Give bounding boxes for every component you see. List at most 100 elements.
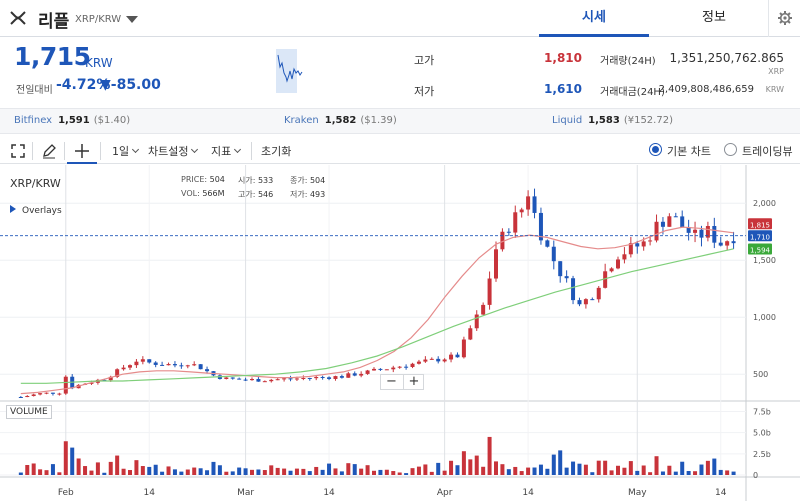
volume-bar (346, 463, 351, 475)
candle-body (449, 354, 454, 360)
volume-bar (590, 472, 595, 475)
price-summary: 1,715 KRW 전일대비 -4.72% ▼-85.00 고가 1,810 저… (0, 37, 800, 103)
price-chart[interactable]: 500 1,000 1,500 2,000 0 2.5b 5.0b 7.5b Feb 14 Mar 1… (0, 165, 800, 501)
candle-body (429, 358, 434, 360)
low-label: 저가 (414, 85, 435, 98)
volume-tick-label: 7.5b (753, 407, 771, 416)
candle-body (699, 229, 704, 238)
candle-body (680, 216, 685, 227)
volume-bar (680, 461, 685, 475)
settings-button[interactable] (768, 0, 800, 37)
volume-bar (628, 461, 633, 475)
exchange-kraken[interactable]: Kraken 1,582 ($1.39) (284, 115, 397, 126)
candle-body (487, 278, 492, 305)
candle-body (494, 249, 498, 279)
zoom-out-button[interactable]: − (386, 374, 397, 389)
candle-body (718, 242, 723, 246)
ohlc-close: 종가: 504 (290, 175, 325, 186)
volume-bar (44, 470, 49, 475)
exchange-bitfinex[interactable]: Bitfinex 1,591 ($1.40) (14, 115, 130, 126)
overlays-label: Overlays (22, 206, 62, 216)
volume-bar (282, 468, 287, 475)
toolbar-divider (32, 142, 33, 160)
date-tick-label: 14 (715, 488, 727, 498)
candle-body (731, 241, 736, 244)
candle-body (590, 299, 595, 301)
candle-body (513, 212, 518, 233)
candle-body (474, 314, 479, 329)
candle-body (571, 278, 576, 301)
candle-body (346, 373, 351, 378)
volume-bar (166, 466, 171, 475)
candle-body (384, 369, 389, 371)
candle-body (44, 392, 49, 394)
candle-body (31, 394, 36, 397)
volume-bar (391, 471, 396, 475)
chart-settings-label: 차트설정 (148, 145, 189, 158)
candle-body (705, 226, 710, 238)
volume-bar (481, 466, 486, 475)
tab-info[interactable]: 정보 (702, 10, 726, 25)
volume-bar (686, 471, 691, 475)
volume-bar (474, 455, 479, 475)
ohlc-vol-value: 566M (202, 189, 225, 198)
volume-bar (198, 468, 203, 475)
volume-bar (397, 472, 402, 475)
change-amount: ▼-85.00 (100, 77, 161, 93)
basic-chart-radio[interactable] (649, 143, 662, 156)
turnover-24h-label: 거래대금(24H) (600, 87, 665, 98)
candle-body (275, 379, 280, 381)
tab-market[interactable]: 시세 (539, 0, 649, 37)
candle-body (243, 379, 248, 381)
candle-body (648, 240, 653, 242)
price-tick-label: 2,000 (753, 199, 776, 208)
ohlc-close-value: 504 (309, 176, 326, 185)
tradingview-radio[interactable] (724, 143, 737, 156)
volume-bar (384, 469, 389, 475)
reset-button[interactable]: 초기화 (261, 145, 292, 158)
header-bar: 리플 XRP/KRW 시세 정보 (0, 0, 800, 37)
pencil-icon[interactable] (40, 142, 58, 160)
candle-body (545, 240, 550, 247)
expand-triangle-icon (10, 205, 16, 213)
ohlc-price: PRICE: 504 (181, 175, 225, 184)
exchange-name: Liquid (552, 115, 583, 126)
last-price-tag-label: 1,710 (750, 233, 770, 241)
turnover-24h-value: 2,409,808,486,659 (658, 84, 754, 95)
coin-name: 리플 (38, 12, 70, 32)
volume-bar (128, 470, 132, 475)
candle-body (468, 328, 473, 340)
volume-bar (641, 465, 646, 475)
candle-body (102, 379, 107, 381)
candlestick-chart-svg[interactable]: 500 1,000 1,500 2,000 0 2.5b 5.0b 7.5b Feb 14 Mar 1… (0, 165, 800, 501)
volume-bar (153, 464, 158, 475)
zoom-in-button[interactable]: + (403, 375, 424, 389)
date-tick-label: 14 (144, 488, 156, 498)
volume-24h-label: 거래량(24H) (600, 56, 656, 67)
ohlc-high: 고가: 546 (238, 189, 273, 200)
overlays-toggle[interactable]: Overlays (10, 205, 62, 216)
pair-dropdown-icon[interactable] (126, 16, 138, 23)
candle-body (423, 359, 428, 362)
interval-select[interactable]: 1일 (112, 143, 140, 159)
crosshair-icon[interactable] (73, 142, 91, 160)
volume-bar (269, 465, 274, 475)
fullscreen-icon[interactable] (9, 142, 27, 160)
exchange-name: Kraken (284, 115, 319, 126)
volume-bar (359, 468, 364, 475)
date-tick-label: 14 (522, 488, 534, 498)
date-tick-label: Apr (437, 488, 453, 498)
exchange-price: 1,583 (588, 115, 620, 126)
volume-bar (211, 461, 216, 475)
candle-body (416, 361, 421, 364)
chart-settings-menu[interactable]: 차트설정 (148, 143, 199, 159)
volume-bar (140, 466, 145, 475)
exchange-liquid[interactable]: Liquid 1,583 (¥152.72) (552, 115, 673, 126)
candle-body (63, 376, 68, 394)
exchange-prices-bar: Bitfinex 1,591 ($1.40) Kraken 1,582 ($1.39) … (0, 108, 800, 134)
indicators-menu[interactable]: 지표 (211, 143, 242, 159)
volume-bar (526, 467, 531, 475)
volume-bar (18, 472, 23, 475)
chevron-down-icon (191, 145, 199, 154)
volume-bar (506, 469, 511, 475)
